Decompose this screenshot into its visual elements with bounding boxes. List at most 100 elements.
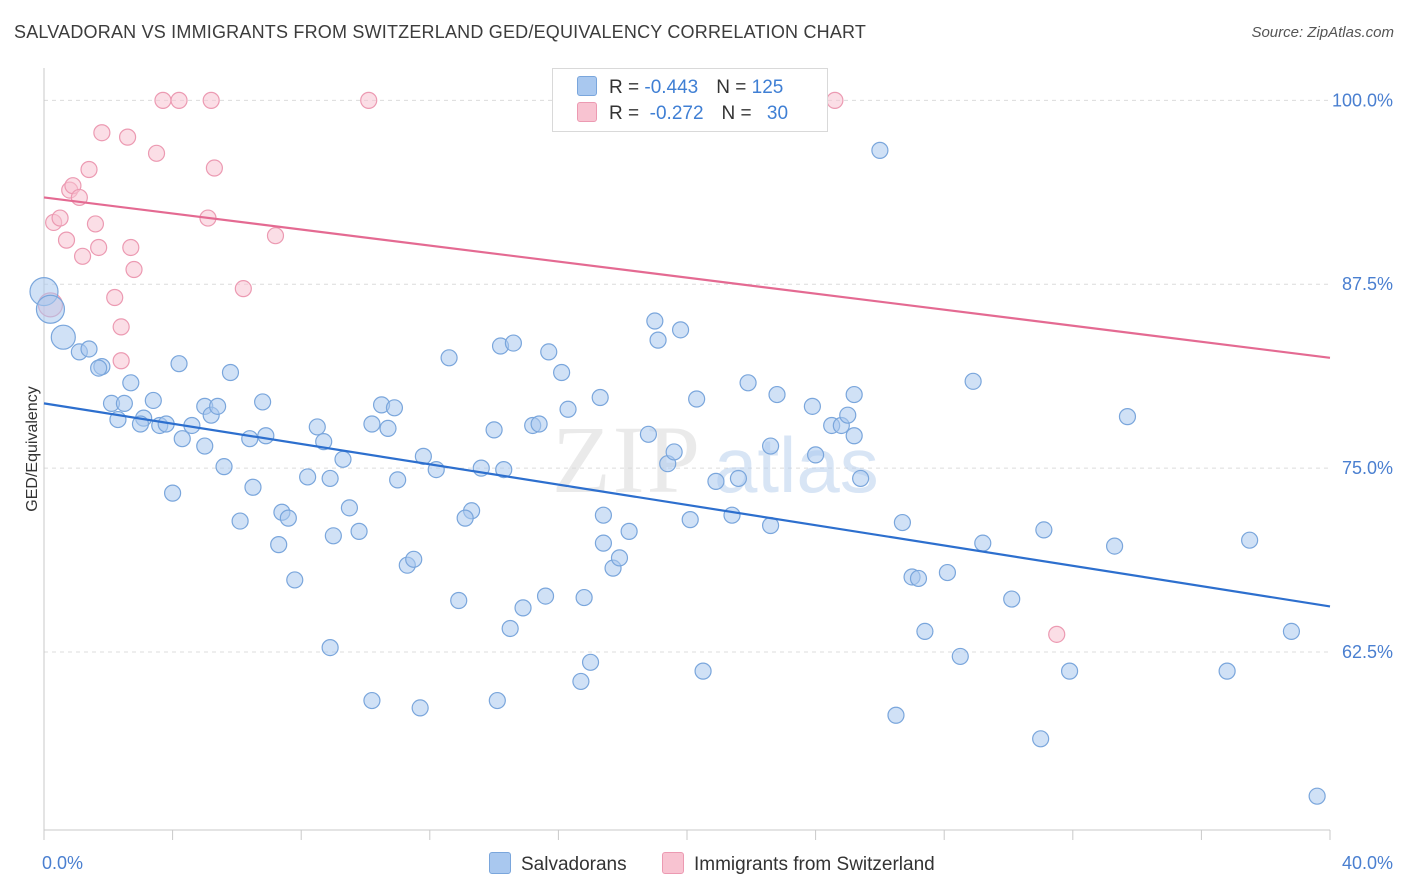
salvadoran-point-82 xyxy=(639,425,658,443)
salvadoran-point-86 xyxy=(665,443,683,461)
salvadoran-point-112 xyxy=(938,563,957,582)
x-tick-label-min: 0.0% xyxy=(42,853,83,873)
salvadoran-point-4 xyxy=(80,340,98,358)
salvadoran-point-72 xyxy=(559,400,577,418)
switzerland-point-29 xyxy=(1048,625,1066,643)
switzerland-point-18 xyxy=(147,144,166,162)
legend-n-value: 125 xyxy=(751,77,784,98)
salvadoran-point-16 xyxy=(173,430,191,448)
salvadoran-point-44 xyxy=(363,415,381,433)
series-salvadorans xyxy=(29,141,1326,805)
salvadoran-point-121 xyxy=(1118,408,1137,426)
salvadoran-point-53 xyxy=(440,349,458,367)
salvadoran-point-56 xyxy=(456,509,474,527)
salvadoran-point-111 xyxy=(916,622,934,641)
switzerland-point-19 xyxy=(154,91,172,109)
switzerland-point-15 xyxy=(118,128,137,146)
salvadoran-point-10 xyxy=(144,391,162,410)
salvadoran-point-91 xyxy=(707,472,725,490)
salvadoran-point-113 xyxy=(951,647,969,666)
salvadoran-point-68 xyxy=(530,415,548,433)
trend-line-salvadorans xyxy=(43,402,1331,608)
salvadoran-point-9 xyxy=(115,394,133,412)
x-ticks xyxy=(43,830,1331,840)
salvadoran-point-104 xyxy=(852,469,870,488)
salvadoran-point-6 xyxy=(90,359,108,377)
legend-n-label: N = xyxy=(716,77,752,98)
salvadoran-point-30 xyxy=(244,478,262,496)
salvadoran-point-102 xyxy=(839,406,857,424)
y-axis-label: GED/Equivalency xyxy=(24,386,41,511)
salvadoran-point-83 xyxy=(646,312,664,330)
salvadoran-point-116 xyxy=(1003,590,1021,608)
salvadoran-point-73 xyxy=(575,588,593,607)
salvadoran-point-61 xyxy=(495,460,513,479)
salvadoran-point-35 xyxy=(299,468,317,486)
switzerland-point-20 xyxy=(170,91,188,109)
legend-row-switzerland: R = -0.272 N = 30 xyxy=(577,102,788,126)
chart-title: SALVADORAN VS IMMIGRANTS FROM SWITZERLAN… xyxy=(14,22,867,42)
y-tick-label-1: 87.5% xyxy=(1342,274,1393,294)
salvadoran-point-27 xyxy=(170,355,188,373)
salvadoran-point-120 xyxy=(1105,537,1124,555)
salvadoran-point-66 xyxy=(514,599,532,617)
switzerland-point-14 xyxy=(112,352,130,370)
salvadoran-point-124 xyxy=(1282,622,1301,641)
salvadoran-point-22 xyxy=(196,437,214,455)
salvadoran-point-65 xyxy=(411,699,429,717)
salvadoran-point-40 xyxy=(340,499,359,517)
switzerland-point-10 xyxy=(90,238,108,257)
salvadoran-point-80 xyxy=(591,388,609,407)
salvadoran-point-74 xyxy=(581,653,600,671)
bottom-legend-label-salvadorans: Salvadorans xyxy=(521,854,627,875)
salvadoran-point-32 xyxy=(279,509,297,527)
bottom-legend-switzerland: Immigrants from Switzerland xyxy=(662,852,935,876)
switzerland-point-9 xyxy=(86,215,105,233)
switzerland-point-16 xyxy=(122,238,140,257)
salvadoran-point-41 xyxy=(324,527,342,545)
salvadoran-point-123 xyxy=(1241,531,1259,549)
salvadoran-point-103 xyxy=(845,427,863,445)
switzerland-point-13 xyxy=(112,318,130,336)
switzerland-point-24 xyxy=(234,280,252,298)
salvadoran-point-92 xyxy=(723,506,741,524)
salvadoran-point-99 xyxy=(806,446,825,464)
trend-lines xyxy=(43,196,1331,608)
salvadoran-point-50 xyxy=(405,550,423,568)
legend-swatch-pink xyxy=(577,102,597,122)
salvadoran-point-25 xyxy=(254,393,272,411)
switzerland-point-8 xyxy=(80,160,98,179)
salvadoran-point-98 xyxy=(803,397,821,415)
salvadoran-point-117 xyxy=(1032,730,1050,748)
legend-swatch-blue xyxy=(577,76,597,96)
salvadoran-point-97 xyxy=(768,385,786,404)
y-tick-label-0: 100.0% xyxy=(1332,90,1393,110)
salvadoran-point-70 xyxy=(536,587,555,605)
salvadoran-point-29 xyxy=(231,512,249,530)
salvadoran-point-115 xyxy=(974,534,992,552)
salvadoran-point-26 xyxy=(257,427,275,445)
salvadoran-point-108 xyxy=(893,513,912,532)
salvadoran-point-34 xyxy=(286,571,304,589)
salvadoran-point-122 xyxy=(1218,662,1236,680)
y-tick-label-2: 75.0% xyxy=(1342,458,1393,478)
legend-r-value: -0.443 xyxy=(644,77,699,98)
salvadoran-point-125 xyxy=(1308,787,1326,805)
salvadoran-point-64 xyxy=(363,691,381,710)
y-tick-labels: 100.0% 87.5% 75.0% 62.5% xyxy=(1332,90,1393,662)
salvadoran-point-62 xyxy=(501,619,519,638)
salvadoran-point-20 xyxy=(209,397,227,415)
salvadoran-point-114 xyxy=(964,372,982,390)
salvadoran-point-58 xyxy=(485,421,503,439)
salvadoran-point-33 xyxy=(270,536,288,554)
salvadoran-point-75 xyxy=(572,672,590,691)
switzerland-point-6 xyxy=(73,247,92,265)
salvadoran-point-46 xyxy=(385,399,404,417)
salvadoran-point-37 xyxy=(308,418,326,436)
legend-r-label: R = xyxy=(609,77,645,98)
salvadoran-point-38 xyxy=(315,433,333,451)
salvadoran-point-88 xyxy=(688,390,706,408)
switzerland-point-28 xyxy=(826,91,844,109)
switzerland-point-26 xyxy=(360,91,378,109)
salvadoran-point-24 xyxy=(241,430,259,448)
